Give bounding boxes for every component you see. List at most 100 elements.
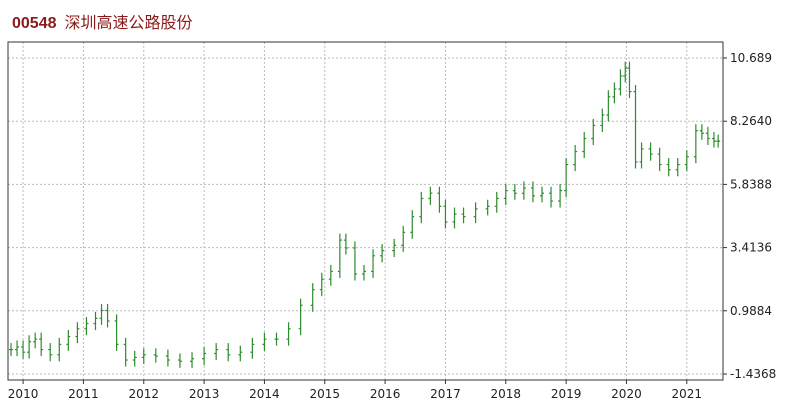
ohlc-bar [250, 337, 255, 359]
ohlc-bar [473, 202, 478, 224]
ohlc-bar [298, 298, 303, 336]
price-bars [9, 61, 721, 368]
ohlc-bar [582, 131, 587, 159]
chart-grid [8, 42, 727, 384]
ohlc-bar [485, 199, 490, 216]
ohlc-bar [114, 314, 119, 351]
ohlc-bar [612, 82, 617, 104]
ohlc-bar [627, 61, 632, 99]
ohlc-bar [202, 346, 207, 366]
ohlc-bar [419, 191, 424, 224]
ohlc-bar [675, 158, 680, 177]
y-tick-label: 10.689 [730, 51, 772, 65]
ohlc-bar [461, 207, 466, 224]
ohlc-bar [558, 184, 563, 208]
ohlc-bar [99, 303, 104, 325]
ohlc-bar [27, 335, 32, 359]
ohlc-bar [693, 124, 698, 164]
ohlc-bar [21, 340, 26, 359]
ohlc-bar [238, 345, 243, 362]
x-tick-label: 2020 [611, 387, 642, 401]
ohlc-bar [214, 343, 219, 361]
x-axis-labels: 2010 2011 2012 2013 2014 2015 2016 2017 2018 2019… [8, 387, 702, 401]
ohlc-bar [401, 225, 406, 252]
ohlc-bar [564, 158, 569, 198]
ohlc-bar [380, 244, 385, 263]
ohlc-bar [443, 199, 448, 229]
ohlc-bar [66, 330, 71, 351]
ohlc-bar [123, 337, 128, 367]
ohlc-bar [39, 332, 44, 357]
ohlc-bar [521, 181, 526, 200]
x-tick-label: 2014 [249, 387, 280, 401]
ohlc-bar [57, 337, 62, 362]
ohlc-bar [530, 181, 535, 203]
ohlc-bar [371, 249, 376, 278]
ohlc-bar [705, 126, 710, 146]
chart-title: 00548 深圳高速公路股份 [12, 9, 193, 33]
ohlc-bar [633, 85, 638, 169]
ohlc-bar [352, 241, 357, 281]
ohlc-bar [539, 186, 544, 203]
ohlc-bar [9, 343, 14, 357]
ohlc-bar [684, 150, 689, 172]
ohlc-bar [165, 349, 170, 367]
ohlc-bar [75, 322, 80, 344]
ohlc-bar [274, 332, 279, 346]
ohlc-bar [343, 233, 348, 255]
ohlc-bar [618, 69, 623, 96]
x-tick-label: 2019 [551, 387, 582, 401]
ohlc-bar [141, 348, 146, 364]
ohlc-bar [132, 350, 137, 367]
ohlc-bar [84, 317, 89, 336]
ohlc-bar [591, 118, 596, 146]
ohlc-bar [105, 303, 110, 328]
x-tick-label: 2017 [430, 387, 461, 401]
y-tick-label: -1.4368 [730, 367, 776, 381]
ohlc-bar [310, 283, 315, 312]
ohlc-bar [494, 191, 499, 213]
x-tick-label: 2011 [68, 387, 99, 401]
x-tick-label: 2010 [8, 387, 39, 401]
ohlc-bar [600, 108, 605, 132]
ohlc-bar [666, 158, 671, 177]
ohlc-bar [392, 238, 397, 258]
ohlc-bar [573, 145, 578, 172]
ohlc-bar [262, 332, 267, 351]
ohlc-bar [15, 340, 20, 357]
stock-name: 深圳高速公路股份 [64, 13, 193, 32]
y-axis-labels: -1.4368 0.9884 3.4136 5.8388 8.2640 10.689 [730, 51, 776, 381]
ohlc-bar [153, 348, 158, 363]
y-tick-label: 0.9884 [730, 304, 772, 318]
ohlc-bar [177, 353, 182, 368]
ohlc-bar [93, 311, 98, 331]
ohlc-bar [190, 352, 195, 368]
y-tick-label: 5.8388 [730, 177, 772, 191]
ohlc-bar [437, 186, 442, 213]
y-tick-label: 3.4136 [730, 241, 772, 255]
x-tick-label: 2015 [309, 387, 340, 401]
ohlc-bar [410, 210, 415, 239]
y-tick-label: 8.2640 [730, 114, 772, 128]
ohlc-bar [361, 264, 366, 281]
x-tick-label: 2018 [491, 387, 522, 401]
ohlc-bar [286, 322, 291, 346]
plot-frame [7, 41, 724, 381]
ohlc-bar [226, 343, 231, 362]
ohlc-bar [512, 184, 517, 200]
x-tick-label: 2013 [189, 387, 220, 401]
ohlc-bar [639, 142, 644, 169]
ohlc-bar [33, 332, 38, 349]
ohlc-bar [699, 124, 704, 140]
ohlc-bar [623, 61, 628, 83]
ohlc-bar [48, 343, 53, 362]
ohlc-bar [328, 264, 333, 286]
ohlc-bar [549, 186, 554, 208]
ohlc-bar [503, 184, 508, 205]
ohlc-bar [606, 90, 611, 122]
ohlc-bar [452, 207, 457, 229]
ohlc-bar [648, 142, 653, 161]
stock-code: 00548 [12, 15, 57, 32]
ohlc-bar [319, 272, 324, 297]
